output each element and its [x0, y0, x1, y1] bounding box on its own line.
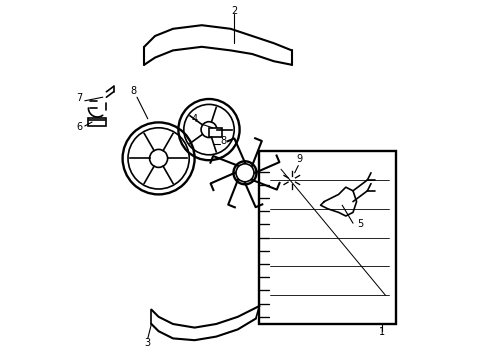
- Text: 5: 5: [357, 219, 363, 229]
- Text: 3: 3: [145, 338, 151, 348]
- Text: 8: 8: [220, 136, 226, 146]
- Text: 7: 7: [76, 93, 82, 103]
- Bar: [88, 118, 106, 126]
- Circle shape: [236, 164, 254, 182]
- Circle shape: [149, 149, 168, 167]
- Circle shape: [201, 122, 217, 138]
- Bar: [209, 128, 221, 137]
- Text: 8: 8: [130, 86, 136, 96]
- Text: 1: 1: [379, 327, 385, 337]
- Text: 9: 9: [296, 154, 302, 164]
- Text: 6: 6: [76, 122, 82, 132]
- Text: 4: 4: [192, 114, 197, 125]
- Text: 2: 2: [231, 6, 237, 17]
- Circle shape: [288, 176, 296, 184]
- Bar: [259, 151, 396, 324]
